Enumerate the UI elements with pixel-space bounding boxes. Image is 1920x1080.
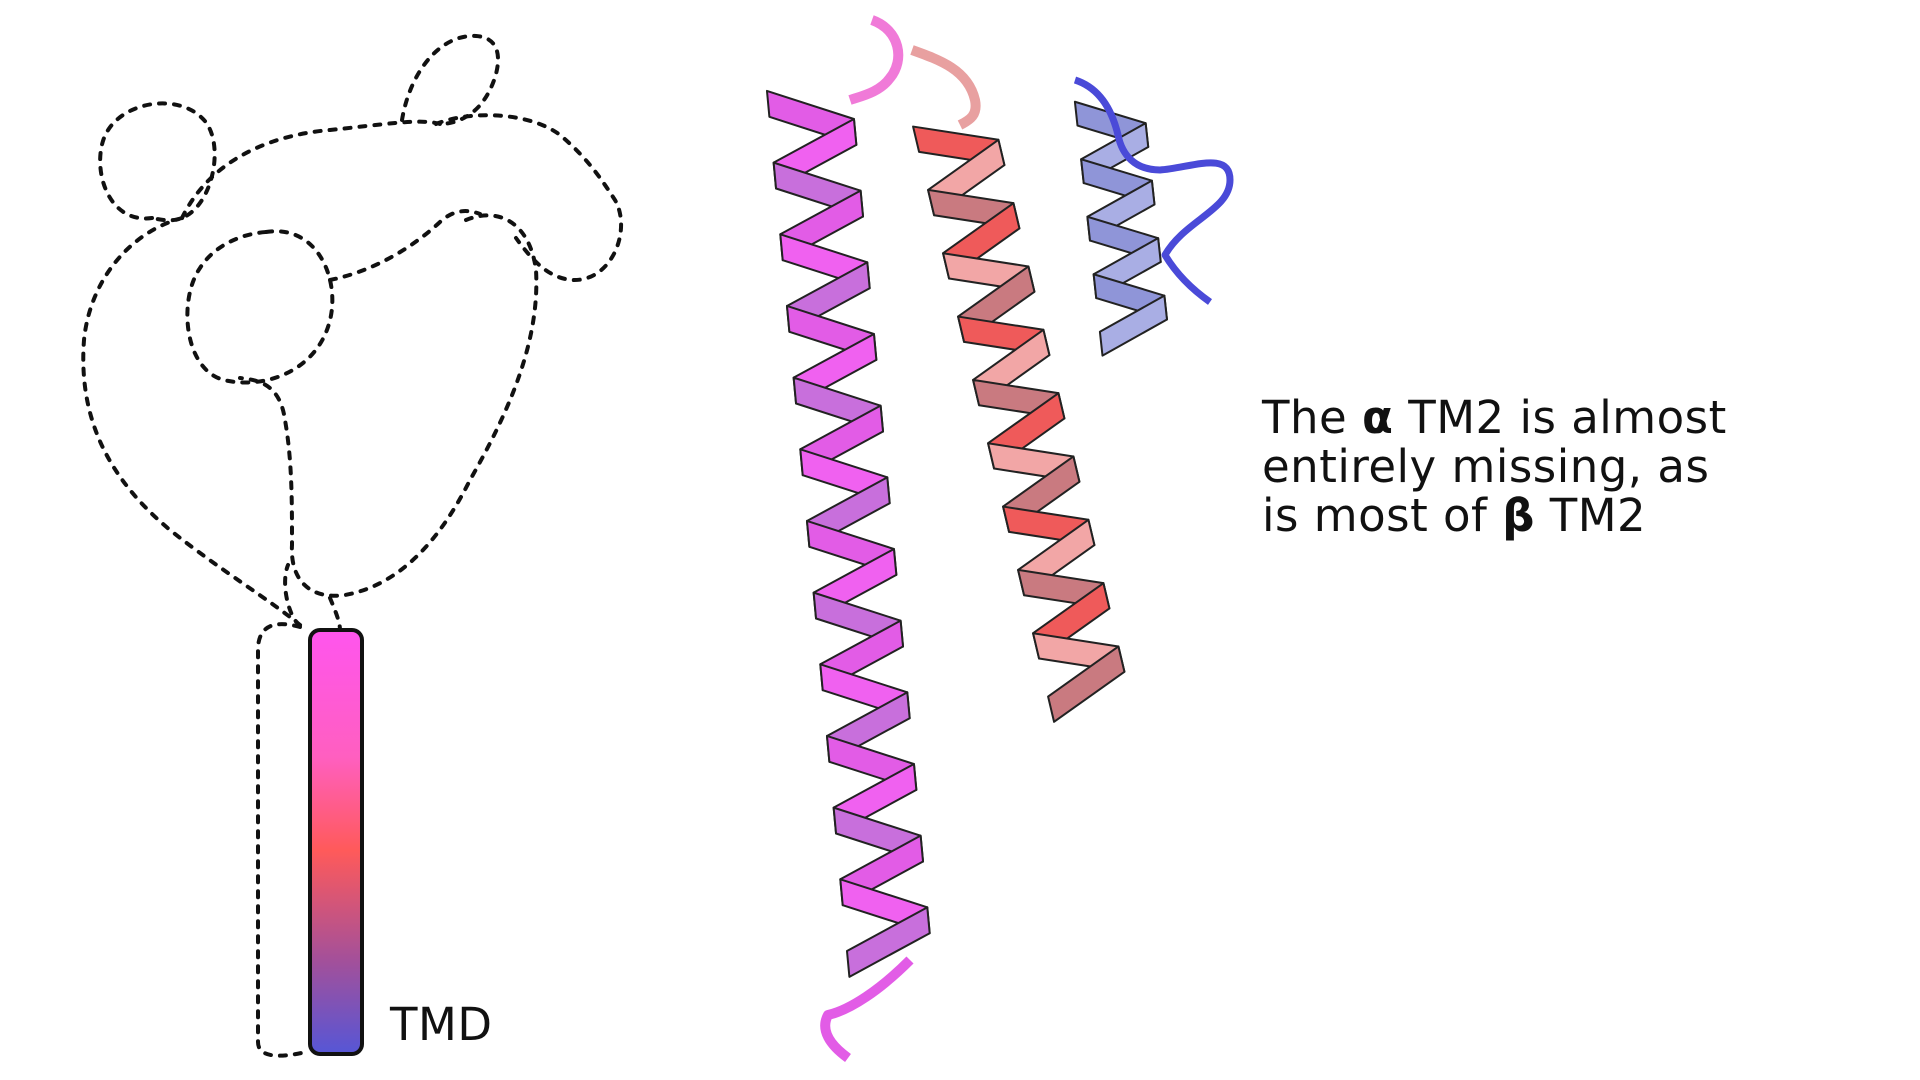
dashed-lobe-top-left bbox=[98, 101, 217, 223]
protein-ribbon-structure bbox=[765, 15, 1234, 1063]
third-helix-segment bbox=[1098, 294, 1168, 357]
dashed-inner-link bbox=[328, 209, 482, 282]
domain-outline-schematic bbox=[81, 33, 624, 1058]
dashed-lobe-center bbox=[185, 229, 335, 385]
caption-line-1-post: TM2 is almost bbox=[1393, 391, 1727, 444]
caption-line-3-pre: is most of bbox=[1262, 489, 1503, 542]
caption-line-3: is most of β TM2 bbox=[1262, 491, 1822, 540]
beta-symbol: β bbox=[1502, 489, 1535, 542]
caption: The α TM2 is almost entirely missing, as… bbox=[1262, 393, 1822, 540]
tmd-label: TMD bbox=[390, 998, 493, 1051]
alpha-top-loop bbox=[848, 15, 904, 105]
dashed-lower-link bbox=[283, 563, 302, 627]
tmd-bar bbox=[308, 628, 364, 1056]
alpha-symbol: α bbox=[1362, 391, 1394, 444]
caption-line-3-post: TM2 bbox=[1534, 489, 1647, 542]
dashed-lobe-top-right bbox=[400, 33, 500, 126]
alpha-bottom-tail bbox=[820, 956, 914, 1063]
caption-line-1: The α TM2 is almost bbox=[1262, 393, 1822, 442]
caption-line-2: entirely missing, as bbox=[1262, 440, 1710, 493]
dashed-tmd-top-connector bbox=[328, 596, 342, 632]
caption-line-1-pre: The bbox=[1262, 391, 1362, 444]
dashed-outer-left bbox=[81, 216, 302, 627]
beta-helix-segment bbox=[1047, 645, 1126, 723]
dashed-lobe-right bbox=[434, 113, 624, 283]
alpha-helix bbox=[765, 89, 931, 978]
dashed-outer-right bbox=[238, 213, 539, 598]
alpha-helix-segment bbox=[845, 906, 931, 978]
dashed-connector-upper bbox=[180, 119, 442, 220]
beta-top-loop bbox=[910, 45, 981, 130]
dashed-tmd-loop bbox=[256, 622, 308, 1058]
beta-helix bbox=[912, 125, 1126, 723]
blue-loop bbox=[1073, 76, 1234, 305]
